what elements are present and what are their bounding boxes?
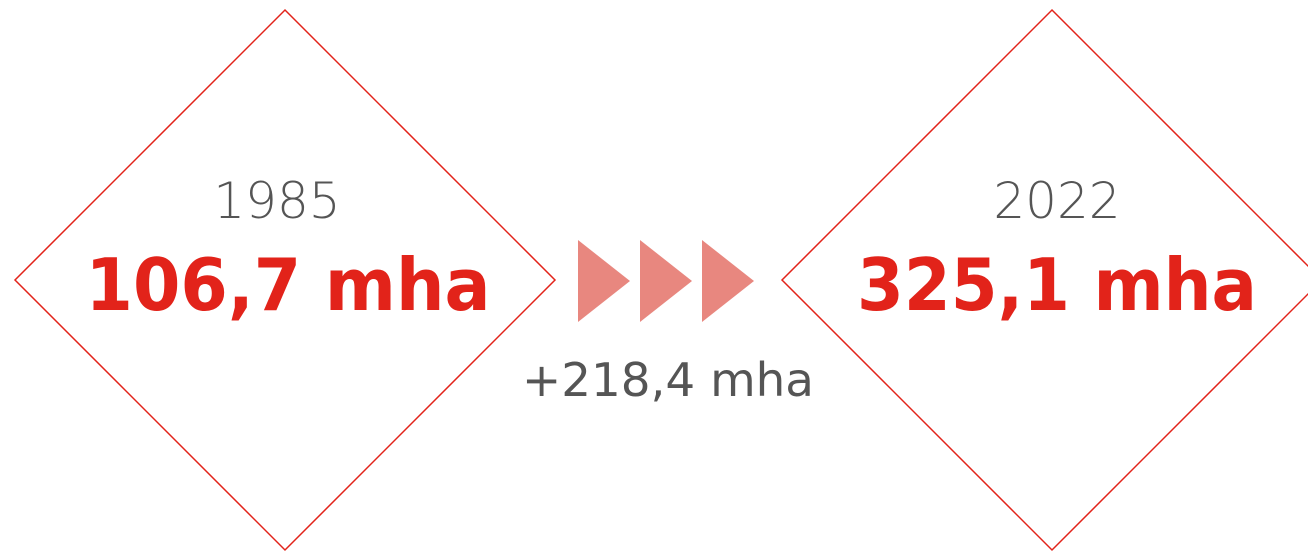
change-label: +218,4 mha bbox=[522, 353, 814, 407]
right-value: 325,1 mha bbox=[857, 243, 1257, 327]
left-year: 1985 bbox=[213, 172, 340, 230]
left-diamond bbox=[13, 8, 557, 552]
right-year: 2022 bbox=[993, 172, 1120, 230]
left-value: 106,7 mha bbox=[86, 243, 491, 327]
right-diamond bbox=[780, 8, 1308, 552]
arrows bbox=[578, 240, 754, 322]
